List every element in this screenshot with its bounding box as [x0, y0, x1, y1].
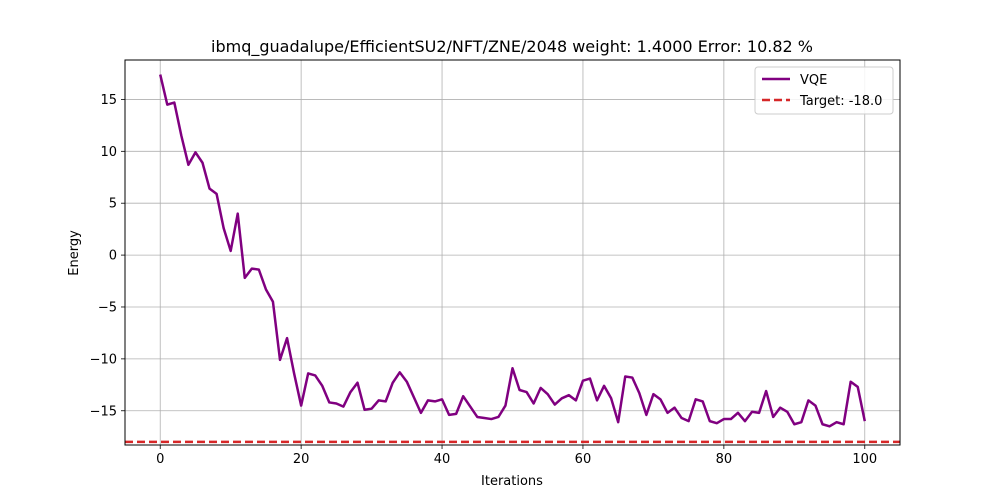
series-line-vqe — [159, 74, 866, 428]
chart-title: ibmq_guadalupe/EfficientSU2/NFT/ZNE/2048… — [211, 37, 813, 57]
y-tick-label: −10 — [90, 352, 117, 367]
x-tick-label: 60 — [575, 452, 592, 467]
legend-label-target: Target: -18.0 — [799, 94, 882, 109]
x-tick-label: 40 — [434, 452, 451, 467]
x-tick-label: 80 — [716, 452, 733, 467]
x-tick-label: 20 — [293, 452, 310, 467]
y-tick-label: −15 — [90, 404, 117, 419]
y-axis-ticks: 15 10 5 0 −5 −10 −15 — [90, 93, 125, 419]
y-tick-label: 10 — [100, 145, 117, 160]
plot-frame — [124, 59, 901, 446]
y-tick-label: −5 — [98, 300, 117, 315]
legend: VQE Target: -18.0 — [754, 66, 894, 115]
x-tick-label: 0 — [156, 452, 164, 467]
x-tick-label: 100 — [852, 452, 877, 467]
y-tick-label: 5 — [109, 197, 117, 212]
legend-label-vqe: VQE — [800, 73, 827, 88]
y-axis-label: Energy — [67, 230, 82, 276]
y-tick-label: 15 — [100, 93, 117, 108]
y-tick-label: 0 — [109, 249, 117, 264]
plot-lines — [125, 74, 900, 444]
x-axis-ticks: 0 20 40 60 80 100 — [156, 445, 877, 467]
x-axis-label: Iterations — [481, 474, 543, 489]
